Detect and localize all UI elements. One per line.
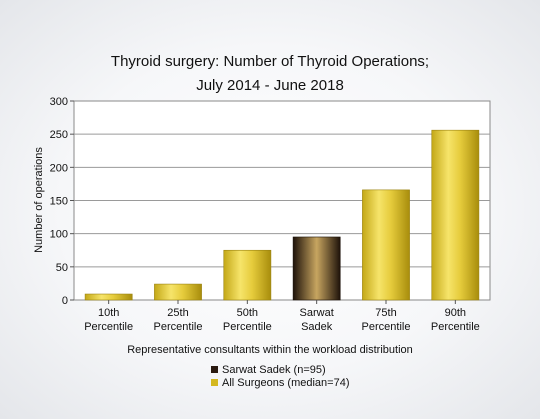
legend-label-consultant: Sarwat Sadek (n=95) xyxy=(222,364,326,376)
x-tick-label: Percentile xyxy=(362,321,411,333)
x-tick-label: 50th xyxy=(237,307,258,319)
legend-swatch-all xyxy=(211,379,218,386)
x-axis: 10th Percentile 25th Percentile 50th Percenti… xyxy=(84,300,480,333)
grid-lines xyxy=(74,133,490,268)
y-tick-label: 50 xyxy=(56,262,68,274)
y-tick-label: 150 xyxy=(50,196,68,208)
x-tick-label: Sadek xyxy=(301,321,333,333)
x-tick-label: 10th xyxy=(98,307,119,319)
legend-label-all: All Surgeons (median=74) xyxy=(222,377,350,389)
y-tick-label: 100 xyxy=(50,229,68,241)
bar-1 xyxy=(154,283,202,301)
chart-title-line-2: July 2014 - June 2018 xyxy=(196,77,344,94)
y-tick-label: 300 xyxy=(50,96,68,108)
y-tick-label: 250 xyxy=(50,129,68,141)
x-tick-label: 75th xyxy=(375,307,396,319)
y-tick-label: 0 xyxy=(62,295,68,307)
chart-title-line-1: Thyroid surgery: Number of Thyroid Opera… xyxy=(111,53,429,70)
x-tick-label: 25th xyxy=(167,307,188,319)
bar-3 xyxy=(292,236,341,301)
bars xyxy=(84,129,480,301)
y-tick-label: 200 xyxy=(50,162,68,174)
x-tick-label: Percentile xyxy=(431,321,480,333)
y-axis: 0 50 100 150 200 250 300 xyxy=(50,96,74,307)
bar-4 xyxy=(362,189,410,301)
x-tick-label: Sarwat xyxy=(300,307,334,319)
legend-swatch-consultant xyxy=(211,366,218,373)
bar-0 xyxy=(84,293,133,301)
bar-2 xyxy=(223,249,272,301)
y-axis-label: Number of operations xyxy=(33,147,45,253)
x-tick-label: Percentile xyxy=(84,321,133,333)
x-tick-label: Percentile xyxy=(154,321,203,333)
x-tick-label: Percentile xyxy=(223,321,272,333)
bar-5 xyxy=(431,129,480,301)
x-axis-label: Representative consultants within the wo… xyxy=(127,344,413,356)
x-tick-label: 90th xyxy=(445,307,466,319)
legend: Sarwat Sadek (n=95)All Surgeons (median=… xyxy=(211,364,350,389)
